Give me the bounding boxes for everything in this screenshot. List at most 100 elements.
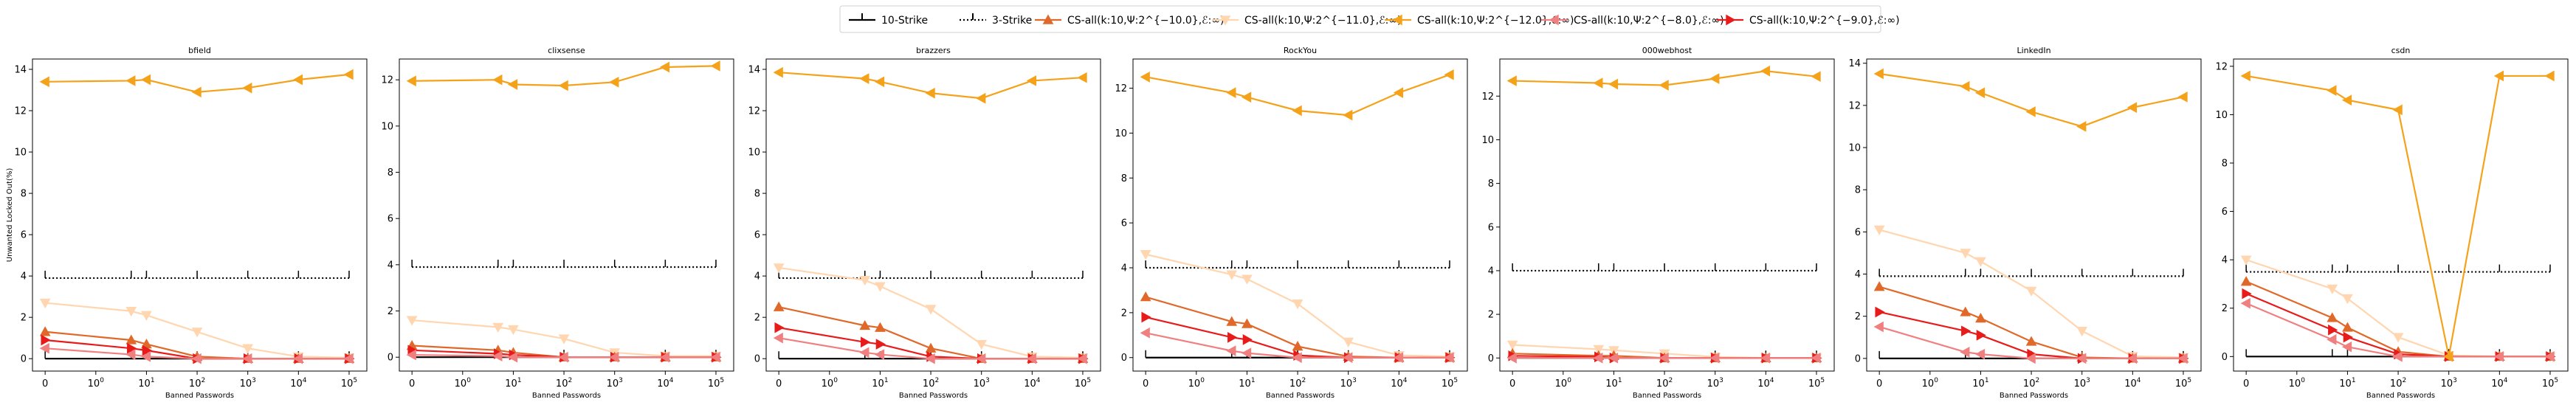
x-tick-label: 101	[1605, 377, 1622, 390]
y-tick-label: 0	[388, 353, 393, 364]
data-point	[1709, 352, 1720, 364]
data-point	[558, 351, 568, 363]
x-tick-label: 102	[1289, 377, 1306, 390]
x-tick-label: 100	[88, 377, 105, 390]
legend-label: CS-all(k:10,Ψ:2^{−8.0},ℰ:∞)	[1574, 15, 1724, 27]
series-psi8	[39, 342, 354, 364]
data-point	[2126, 102, 2138, 114]
data-point	[140, 351, 151, 362]
series-psi12	[39, 69, 354, 98]
y-tick-label: 8	[1488, 179, 1494, 190]
legend-label: CS-all(k:10,Ψ:2^{−12.0},ℰ:∞)	[1417, 15, 1574, 27]
panel-title: brazzers	[916, 46, 951, 55]
data-point	[1227, 332, 1238, 343]
y-tick-label: 0	[1488, 353, 1494, 364]
x-axis-label: Banned Passwords	[165, 392, 234, 400]
data-point	[609, 351, 619, 363]
series-psi12	[2240, 70, 2555, 362]
data-point	[2342, 322, 2353, 332]
data-point	[1506, 75, 1517, 86]
data-point	[406, 316, 418, 326]
data-point	[1974, 348, 1986, 360]
data-point	[191, 86, 202, 98]
plot-frame	[399, 58, 734, 372]
data-point	[343, 353, 354, 364]
data-point	[875, 322, 886, 332]
data-point	[1343, 337, 1354, 347]
data-point	[1241, 91, 1252, 103]
data-point	[1242, 334, 1253, 345]
y-tick-label: 12	[381, 75, 393, 86]
data-point	[1140, 71, 1150, 83]
data-point	[659, 61, 670, 73]
y-tick-label: 12	[748, 106, 760, 117]
series-strike3	[1878, 269, 2184, 277]
panel-title: bfield	[188, 46, 211, 55]
data-point	[2327, 85, 2337, 96]
y-tick-label: 8	[21, 189, 27, 200]
x-tick-label: 105	[1075, 377, 1091, 390]
series-psi8	[773, 332, 1087, 364]
data-point	[1226, 270, 1238, 280]
data-point	[1873, 225, 1885, 236]
data-point	[2493, 350, 2504, 362]
data-point	[925, 342, 937, 353]
x-axis-label: Banned Passwords	[2000, 392, 2068, 400]
y-tick-label: 6	[388, 214, 393, 225]
y-tick-label: 12	[1481, 91, 1494, 103]
data-point	[1593, 345, 1605, 355]
data-point	[925, 305, 937, 315]
y-tick-label: 0	[21, 354, 27, 365]
data-point	[1141, 311, 1151, 323]
x-tick-label: 104	[1024, 377, 1041, 390]
data-point	[1760, 352, 1771, 364]
data-point	[2443, 350, 2453, 362]
x-tick-label: 102	[189, 377, 205, 390]
y-tick-label: 14	[748, 65, 760, 76]
x-tick-label: 102	[2023, 377, 2039, 390]
data-point	[125, 75, 136, 86]
data-point	[710, 351, 720, 363]
data-point	[1292, 352, 1302, 364]
data-point	[875, 282, 886, 292]
y-tick-label: 6	[1488, 222, 1494, 233]
data-point	[1811, 71, 1821, 83]
data-point	[875, 339, 886, 350]
data-point	[2025, 353, 2036, 364]
legend-entry: CS-all(k:10,Ψ:2^{−11.0},ℰ:∞)	[1212, 15, 1401, 27]
y-tick-label: 6	[754, 230, 760, 241]
data-point	[1393, 87, 1404, 98]
plot-frame	[1866, 58, 2202, 372]
data-point	[1140, 291, 1151, 302]
data-point	[1709, 73, 1720, 84]
data-point	[1960, 346, 1970, 358]
x-tick-label: 105	[1442, 377, 1458, 390]
series-psi8	[1873, 321, 2188, 364]
data-point	[1873, 68, 1884, 80]
y-tick-label: 6	[1121, 218, 1127, 229]
legend-frame	[839, 5, 1881, 33]
panel-title: csdn	[2391, 46, 2411, 55]
y-tick-label: 8	[388, 167, 393, 179]
legend-marker	[1219, 15, 1231, 26]
data-point	[242, 344, 254, 354]
y-tick-label: 2	[2222, 303, 2228, 314]
y-tick-label: 10	[2215, 110, 2228, 121]
data-point	[492, 322, 504, 333]
legend-entry: 10-Strike	[849, 13, 928, 27]
y-tick-label: 2	[21, 313, 27, 324]
series-psi8	[406, 349, 720, 363]
data-point	[2076, 121, 2087, 132]
y-tick-label: 8	[1855, 185, 1861, 196]
y-tick-label: 10	[14, 148, 27, 159]
y-tick-label: 14	[14, 65, 27, 76]
y-tick-label: 10	[381, 121, 393, 132]
x-tick-label: 104	[2124, 377, 2141, 390]
data-point	[1026, 75, 1037, 86]
y-tick-label: 8	[1121, 173, 1127, 184]
series-psi8	[1140, 327, 1454, 364]
data-point	[125, 307, 137, 317]
y-tick-label: 4	[754, 271, 760, 283]
legend-marker	[1042, 14, 1054, 24]
legend-label: CS-all(k:10,Ψ:2^{−10.0},ℰ:∞)	[1067, 15, 1224, 27]
